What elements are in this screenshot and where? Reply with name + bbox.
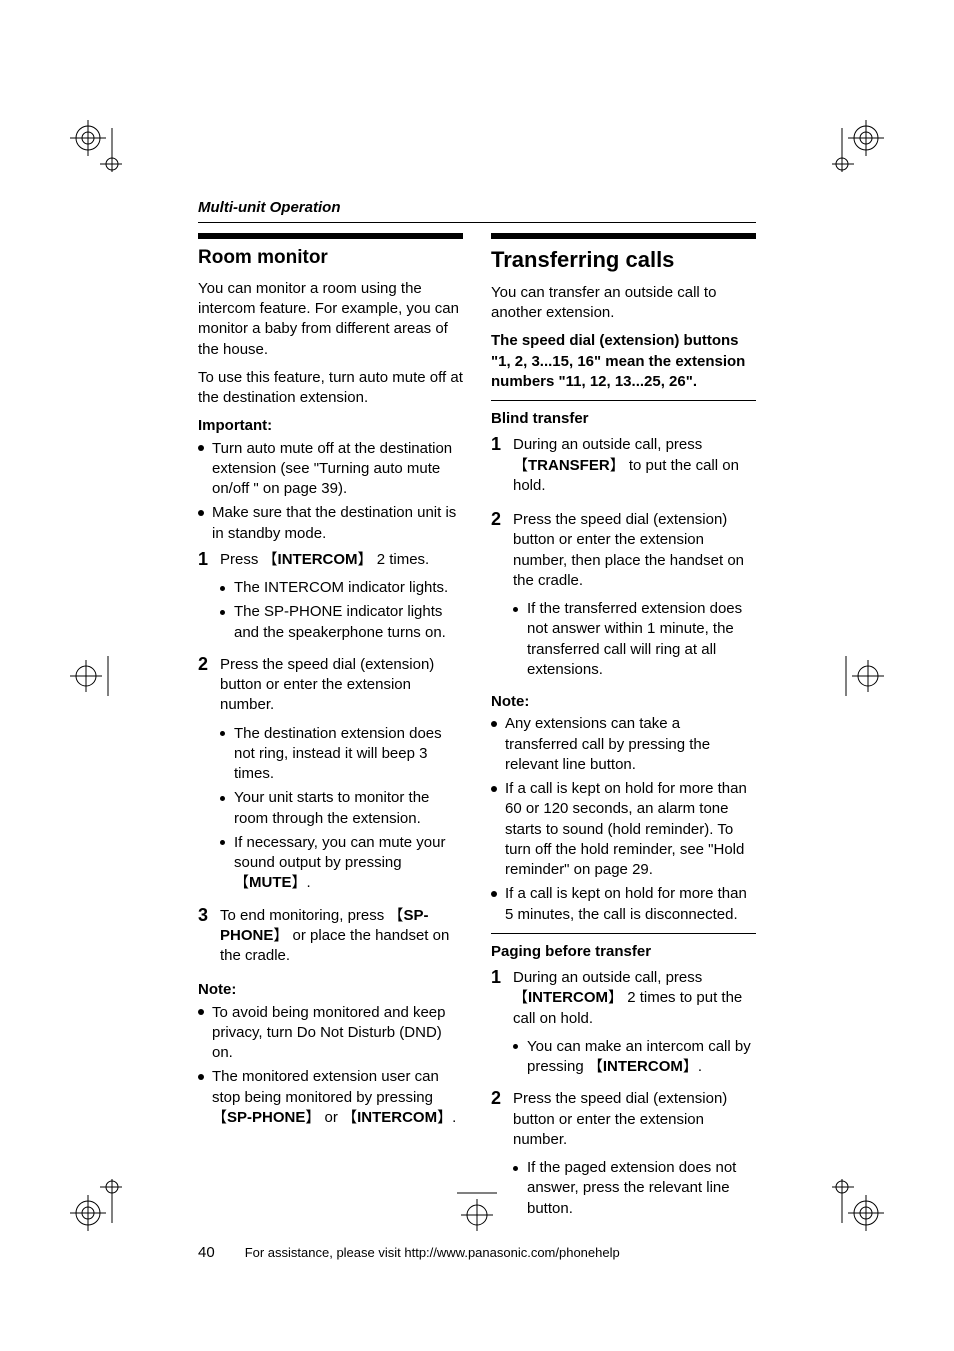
note-label: Note: [491, 692, 756, 712]
intercom-button-label: INTERCOM [263, 551, 373, 568]
crop-mark-left-mid [60, 650, 112, 702]
text: or [320, 1109, 342, 1126]
blind-step-2: 2 Press the speed dial (extension) butto… [491, 510, 756, 686]
header-rule [198, 222, 756, 223]
text: During an outside call, press [513, 436, 702, 453]
list-item: Your unit starts to monitor the room thr… [220, 788, 463, 829]
step-number: 2 [198, 655, 220, 900]
step-3-text: To end monitoring, press SP-PHONE or pla… [220, 906, 463, 967]
step-number: 1 [491, 435, 513, 504]
step-3: 3 To end monitoring, press SP-PHONE or p… [198, 906, 463, 975]
note-label: Note: [198, 980, 463, 1000]
sub-rule [491, 400, 756, 401]
list-item: If the transferred extension does not an… [513, 599, 756, 680]
list-item: If the paged extension does not answer, … [513, 1158, 756, 1219]
step-1-text: Press INTERCOM 2 times. [220, 550, 463, 570]
blind-transfer-heading: Blind transfer [491, 409, 756, 429]
paging-step-1-text: During an outside call, press INTERCOM 2… [513, 968, 756, 1029]
transfer-intro-bold: The speed dial (extension) buttons "1, 2… [491, 331, 756, 392]
blind-step-1-text: During an outside call, press TRANSFER t… [513, 435, 756, 496]
mute-button-label: MUTE [234, 874, 307, 891]
paging-heading: Paging before transfer [491, 942, 756, 962]
list-item: The SP-PHONE indicator lights and the sp… [220, 602, 463, 643]
list-item: If necessary, you can mute your sound ou… [220, 833, 463, 894]
paging-step-2-text: Press the speed dial (extension) button … [513, 1089, 756, 1150]
right-column: Transferring calls You can transfer an o… [491, 233, 756, 1231]
step-number: 2 [491, 510, 513, 686]
text: To end monitoring, press [220, 907, 388, 924]
intercom-button-label: INTERCOM [342, 1109, 452, 1126]
text: 2 times. [373, 551, 430, 568]
room-monitor-intro-2: To use this feature, turn auto mute off … [198, 368, 463, 409]
sp-phone-button-label: SP-PHONE [212, 1109, 320, 1126]
sub-rule [491, 933, 756, 934]
list-item: The destination extension does not ring,… [220, 724, 463, 785]
page-content: Multi-unit Operation Room monitor You ca… [198, 198, 756, 1153]
blind-step-1: 1 During an outside call, press TRANSFER… [491, 435, 756, 504]
list-item: The INTERCOM indicator lights. [220, 578, 463, 598]
left-column: Room monitor You can monitor a room usin… [198, 233, 463, 1231]
step-2-text: Press the speed dial (extension) button … [220, 655, 463, 716]
section-bar [491, 233, 756, 239]
step-1-sublist: The INTERCOM indicator lights. The SP-PH… [220, 578, 463, 643]
paging-step-1: 1 During an outside call, press INTERCOM… [491, 968, 756, 1083]
step-number: 2 [491, 1089, 513, 1225]
step-number: 1 [198, 550, 220, 649]
section-bar [198, 233, 463, 239]
transfer-intro: You can transfer an outside call to anot… [491, 283, 756, 324]
list-item: If a call is kept on hold for more than … [491, 884, 756, 925]
paging-step-2: 2 Press the speed dial (extension) butto… [491, 1089, 756, 1225]
footer-text: For assistance, please visit http://www.… [245, 1244, 620, 1262]
paging-step-2-sublist: If the paged extension does not answer, … [513, 1158, 756, 1219]
note-list: To avoid being monitored and keep privac… [198, 1003, 463, 1129]
important-item: Turn auto mute off at the destination ex… [198, 439, 463, 500]
paging-step-1-sublist: You can make an intercom call by pressin… [513, 1037, 756, 1078]
list-item: Any extensions can take a transferred ca… [491, 714, 756, 775]
crop-mark-bottom-right [832, 1179, 884, 1231]
text: . [452, 1109, 456, 1126]
crop-mark-top-right [832, 120, 884, 172]
important-label: Important: [198, 416, 463, 436]
text: The monitored extension user can stop be… [212, 1068, 439, 1105]
text: . [307, 874, 311, 891]
room-monitor-intro-1: You can monitor a room using the interco… [198, 279, 463, 360]
note-list: Any extensions can take a transferred ca… [491, 714, 756, 925]
transferring-calls-heading: Transferring calls [491, 245, 756, 275]
intercom-button-label: INTERCOM [588, 1058, 698, 1075]
step-2: 2 Press the speed dial (extension) butto… [198, 655, 463, 900]
list-item: To avoid being monitored and keep privac… [198, 1003, 463, 1064]
text: Press [220, 551, 263, 568]
two-column-layout: Room monitor You can monitor a room usin… [198, 233, 756, 1231]
blind-step-2-sublist: If the transferred extension does not an… [513, 599, 756, 680]
text: . [698, 1058, 702, 1075]
page-number: 40 [198, 1243, 215, 1263]
crop-mark-bottom-left [70, 1179, 122, 1231]
step-1: 1 Press INTERCOM 2 times. The INTERCOM i… [198, 550, 463, 649]
text: During an outside call, press [513, 969, 702, 986]
section-header: Multi-unit Operation [198, 198, 756, 218]
important-list: Turn auto mute off at the destination ex… [198, 439, 463, 544]
text: If necessary, you can mute your sound ou… [234, 834, 446, 871]
intercom-button-label: INTERCOM [513, 989, 623, 1006]
step-number: 1 [491, 968, 513, 1083]
step-2-sublist: The destination extension does not ring,… [220, 724, 463, 894]
transfer-button-label: TRANSFER [513, 457, 625, 474]
list-item: If a call is kept on hold for more than … [491, 779, 756, 880]
crop-mark-top-left [70, 120, 122, 172]
room-monitor-heading: Room monitor [198, 245, 463, 271]
important-item: Make sure that the destination unit is i… [198, 503, 463, 544]
crop-mark-right-mid [842, 650, 894, 702]
step-number: 3 [198, 906, 220, 975]
list-item: You can make an intercom call by pressin… [513, 1037, 756, 1078]
page-footer: 40 For assistance, please visit http://w… [198, 1231, 756, 1263]
blind-step-2-text: Press the speed dial (extension) button … [513, 510, 756, 591]
list-item: The monitored extension user can stop be… [198, 1067, 463, 1128]
